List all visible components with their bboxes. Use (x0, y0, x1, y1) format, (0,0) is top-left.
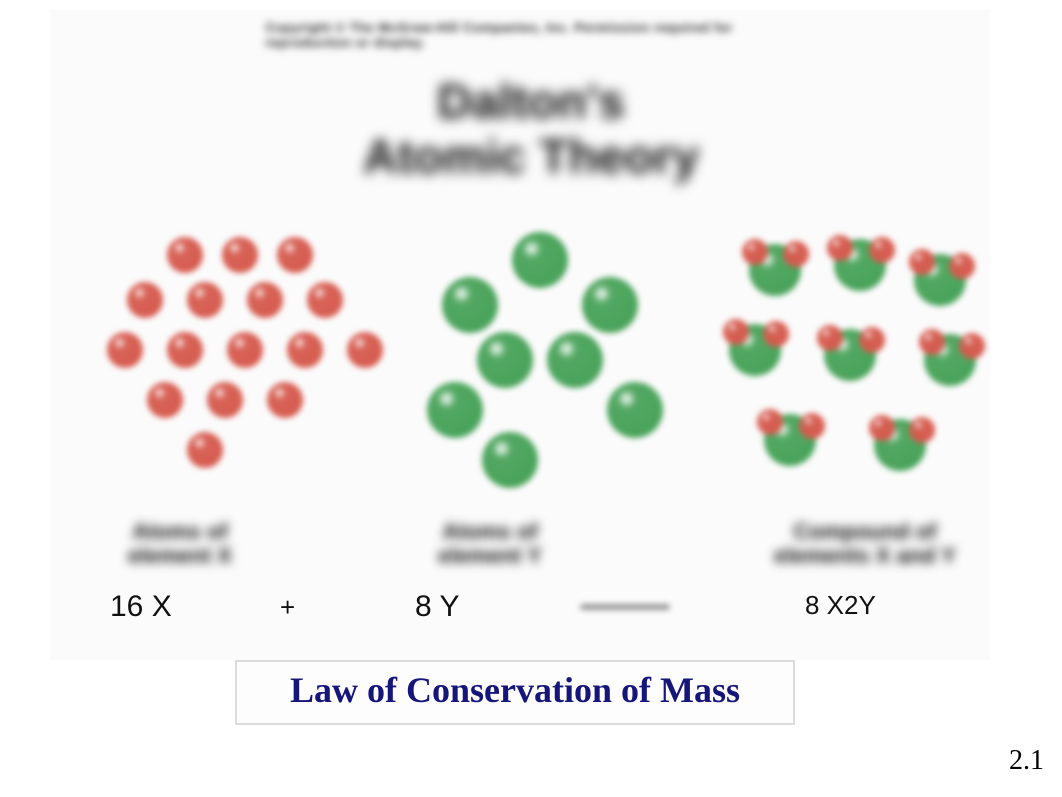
label-compound: Compound of elements X and Y (740, 520, 990, 568)
equation-arrow-icon (580, 604, 670, 610)
label-element-y: Atoms of element Y (400, 520, 580, 568)
equation-right: 8 X2Y (805, 590, 876, 621)
title-line-2: Atomic Theory (363, 130, 699, 185)
cluster-y-atoms (410, 230, 670, 490)
copyright-line: Copyright © The McGraw-Hill Companies, I… (266, 20, 797, 50)
cluster-area (50, 230, 990, 510)
page-number: 2.1 (1009, 745, 1044, 777)
equation-plus: + (280, 592, 295, 623)
label-element-x: Atoms of element X (80, 520, 280, 568)
equation-mid: 8 Y (415, 590, 460, 624)
title-line-1: Dalton's (363, 75, 699, 130)
equation-left: 16 X (110, 590, 172, 624)
law-box: Law of Conservation of Mass (235, 660, 795, 725)
law-title: Law of Conservation of Mass (257, 670, 773, 711)
cluster-x-atoms (90, 230, 390, 490)
main-title: Dalton's Atomic Theory (363, 75, 699, 185)
cluster-compound (700, 230, 1000, 490)
